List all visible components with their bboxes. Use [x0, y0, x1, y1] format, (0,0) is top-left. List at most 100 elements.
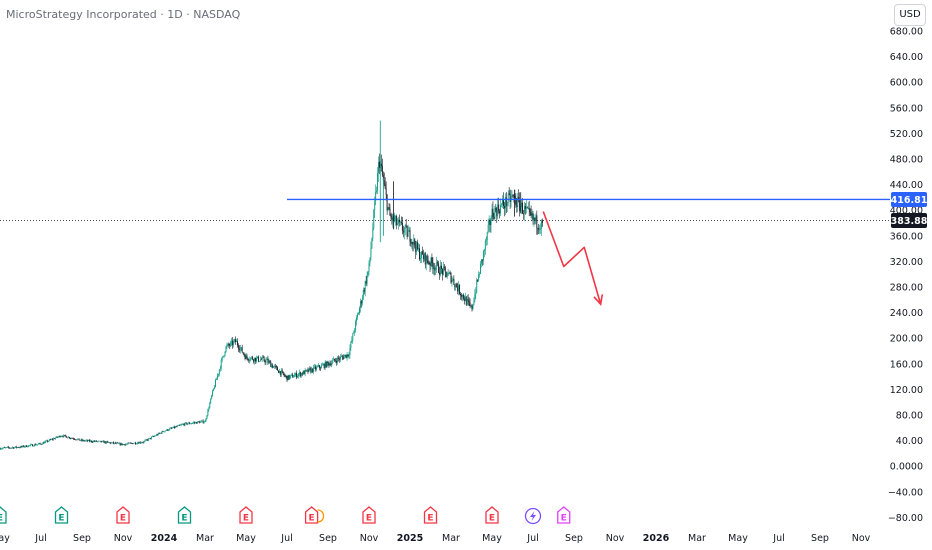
candle-body — [72, 438, 74, 440]
candle-body — [343, 356, 345, 359]
candle-body — [209, 403, 211, 409]
candle-body — [175, 426, 177, 428]
candle-body — [174, 426, 176, 428]
candle-body — [515, 197, 517, 206]
candle-body — [346, 354, 348, 358]
candle-body — [95, 440, 97, 442]
candle-body — [45, 441, 47, 442]
candle-body — [519, 199, 521, 211]
candle-body — [482, 251, 484, 261]
candle-body — [62, 436, 64, 437]
candle-body — [312, 368, 314, 372]
candle-body — [413, 239, 415, 245]
earnings-icon — [177, 506, 192, 524]
candle-body — [145, 439, 147, 441]
candle-body — [132, 443, 133, 445]
candle-body — [283, 374, 285, 376]
candle-body — [204, 420, 206, 423]
earnings-icon — [362, 506, 376, 524]
candle-body — [518, 197, 520, 200]
candle-body — [184, 422, 186, 426]
candle-body — [251, 357, 253, 358]
candle-body — [496, 210, 498, 217]
time-axis[interactable]: May Jul Sep Nov 2024 Mar May Jul Sep Nov 2025 Mar Ma… — [0, 533, 871, 544]
candle-body — [19, 447, 21, 449]
candle-body — [137, 442, 139, 444]
candle-body — [318, 365, 320, 368]
candle-body — [27, 446, 29, 448]
candle-body — [361, 298, 363, 304]
candle-body — [224, 351, 226, 356]
candle-body — [244, 355, 246, 359]
time-tick-label: 2026 — [643, 533, 670, 544]
candle-body — [309, 368, 311, 370]
candle-body — [447, 273, 449, 276]
candle-body — [445, 271, 447, 277]
candle-body — [182, 424, 184, 425]
candle-body — [37, 443, 39, 445]
candle-body — [271, 364, 273, 367]
candle-body — [486, 232, 488, 241]
candle-body — [56, 436, 58, 438]
candle-body — [352, 333, 354, 341]
candle-body — [232, 340, 234, 346]
price-tick-label: 640.00 — [890, 52, 923, 63]
candle-body — [524, 205, 526, 209]
earnings-icon — [304, 506, 319, 524]
candle-body — [367, 271, 369, 275]
candle-body — [444, 267, 446, 272]
candle-body — [39, 443, 41, 444]
candle-body — [159, 432, 161, 434]
candle-body — [472, 304, 474, 309]
candle-body — [133, 443, 134, 445]
candle-body — [238, 348, 240, 351]
candle-body — [314, 366, 316, 368]
candle-body — [170, 427, 172, 429]
candle-body — [52, 438, 54, 440]
candle-body — [376, 190, 378, 192]
time-tick-label: Sep — [565, 533, 583, 544]
candle-body — [389, 208, 391, 216]
candle-body — [355, 321, 357, 331]
candle-body — [269, 361, 271, 362]
candle-body — [308, 368, 310, 373]
candle-body — [239, 348, 241, 351]
candle-body — [481, 259, 482, 264]
projection-arrow — [542, 211, 602, 305]
candle-body — [383, 180, 385, 185]
candle-body — [96, 441, 98, 442]
price-tick-label: 240.00 — [890, 308, 923, 319]
candle-body — [15, 446, 17, 448]
candle-body — [104, 441, 106, 443]
candle-body — [127, 443, 129, 445]
candle-body — [274, 365, 276, 367]
candle-body — [123, 444, 125, 445]
price-axis[interactable]: 680.00 640.00 600.00 560.00 520.00 480.00 440.… — [888, 27, 928, 524]
price-tick-label: 80.00 — [896, 411, 923, 422]
candle-body — [410, 241, 412, 244]
candle-body — [51, 439, 52, 440]
candle-body — [468, 300, 470, 303]
candle-body — [68, 437, 70, 438]
candle-body — [297, 374, 299, 376]
candle-body — [508, 193, 510, 195]
time-tick-label: Nov — [606, 533, 625, 544]
candle-body — [79, 440, 81, 441]
candle-body — [322, 364, 324, 365]
price-tick-label: 120.00 — [890, 385, 923, 396]
candle-body — [290, 374, 292, 377]
candle-body — [434, 267, 436, 271]
candle-body — [521, 202, 523, 208]
candle-body — [353, 332, 355, 334]
event-markers: EEEEEEEEEE — [0, 506, 571, 525]
candle-body — [311, 368, 313, 373]
candle-body — [449, 273, 451, 274]
candle-body — [199, 421, 201, 424]
candle-body — [502, 200, 504, 206]
candle-body — [255, 357, 256, 362]
candle-body — [331, 362, 333, 366]
currency-button[interactable]: USD — [894, 4, 926, 26]
candle-body — [248, 359, 250, 361]
candle-body — [241, 347, 243, 353]
